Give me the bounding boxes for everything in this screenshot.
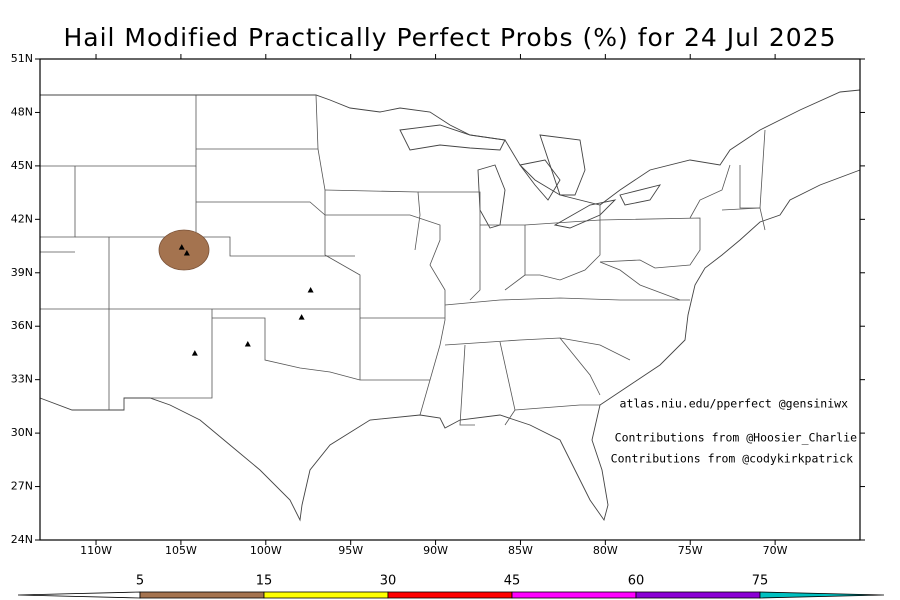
x-tick-label: 80W — [593, 544, 618, 557]
state-line — [739, 129, 766, 209]
state-line — [40, 95, 197, 167]
state-line — [196, 94, 319, 150]
title: Hail Modified Practically Perfect Probs … — [63, 23, 836, 52]
state-line — [721, 207, 766, 231]
hail-report — [178, 244, 185, 250]
x-tick-label: 100W — [250, 544, 282, 557]
state-line — [75, 236, 355, 257]
y-tick-label: 36N — [11, 319, 33, 332]
y-tick-label: 39N — [11, 266, 33, 279]
x-tick-label: 75W — [678, 544, 703, 557]
colorbar: 5 15 30 45 60 75 — [17, 574, 885, 599]
colorbar-label: 60 — [628, 574, 645, 589]
map-frame — [39, 58, 861, 541]
state-line — [480, 224, 526, 291]
lake — [399, 124, 506, 151]
hail-report — [307, 287, 314, 293]
colorbar-under — [17, 591, 141, 599]
colorbar-label: 45 — [504, 574, 521, 589]
y-tick-label: 48N — [11, 105, 33, 118]
state-line — [40, 166, 76, 238]
state-line — [559, 337, 601, 396]
y-tick-label: 24N — [11, 533, 33, 546]
colorbar-segment — [635, 591, 761, 599]
credit: Contributions from @Hoosier_Charlie — [615, 431, 857, 445]
lake — [619, 184, 662, 206]
y-tick-label: 27N — [11, 480, 33, 493]
x-tick-label: 85W — [508, 544, 533, 557]
state-line — [689, 164, 731, 219]
state-line — [196, 201, 326, 216]
state-line — [418, 191, 481, 301]
credit: atlas.niu.edu/pperfect @gensiniwx — [620, 397, 849, 411]
state-line — [444, 337, 631, 361]
colorbar-segment — [387, 591, 513, 599]
colorbar-label: 30 — [380, 574, 397, 589]
state-line — [499, 341, 516, 426]
lake — [553, 199, 617, 229]
state-line — [325, 214, 446, 416]
hail-report — [191, 350, 198, 356]
colorbar-over — [759, 591, 885, 599]
coastline — [39, 169, 861, 522]
state-line — [514, 404, 600, 411]
reports — [178, 244, 314, 356]
hail-report — [244, 341, 251, 347]
x-tick-label: 90W — [423, 544, 448, 557]
hail-report — [183, 250, 190, 256]
state-line — [150, 309, 213, 399]
state-line — [599, 261, 681, 301]
y-tick-label: 33N — [11, 373, 33, 386]
x-tick-label: 70W — [763, 544, 788, 557]
basemap — [39, 89, 861, 522]
colorbar-segment — [139, 591, 265, 599]
y-tick-label: 30N — [11, 426, 33, 439]
colorbar-label: 5 — [136, 574, 144, 589]
state-line — [40, 308, 361, 380]
x-tick-label: 110W — [80, 544, 112, 557]
state-line — [317, 148, 361, 309]
state-line — [212, 317, 361, 381]
y-tick-label: 51N — [11, 52, 33, 65]
x-tick-label: 105W — [165, 544, 197, 557]
state-line — [444, 297, 690, 306]
coastline — [40, 89, 861, 206]
state-line — [459, 344, 475, 426]
y-tick-label: 42N — [11, 212, 33, 225]
colorbar-segment — [511, 591, 637, 599]
hail-report — [298, 314, 305, 320]
axes: 24N 27N 30N 33N 36N 39N 42N 45N 48N 51N 110W 105W 10… — [11, 52, 865, 557]
state-line — [599, 217, 701, 269]
colorbar-label: 75 — [752, 574, 769, 589]
lake — [519, 159, 561, 201]
y-tick-label: 45N — [11, 159, 33, 172]
x-tick-label: 95W — [338, 544, 363, 557]
probability-area — [158, 229, 210, 271]
lake — [477, 164, 506, 229]
lake-huron — [539, 134, 586, 196]
colorbar-label: 15 — [256, 574, 273, 589]
colorbar-segment — [263, 591, 389, 599]
state-line — [524, 219, 601, 281]
state-line — [324, 189, 421, 251]
credit: Contributions from @codykirkpatrick — [611, 452, 853, 466]
